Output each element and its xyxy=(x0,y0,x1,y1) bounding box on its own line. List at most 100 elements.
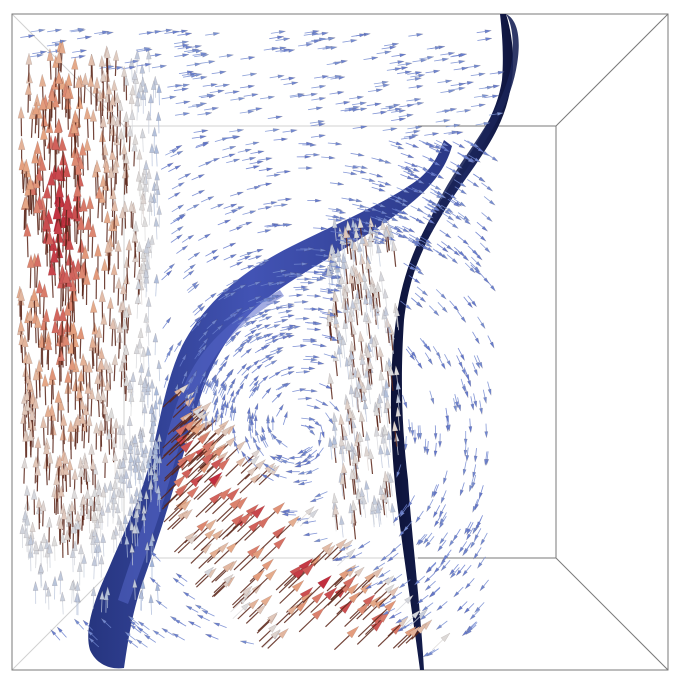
velocity-glyph-shaft xyxy=(125,177,128,194)
velocity-glyph-head xyxy=(266,332,274,338)
velocity-glyph-head xyxy=(279,46,288,51)
velocity-glyph-head xyxy=(180,439,195,454)
velocity-glyph-head xyxy=(440,564,447,572)
velocity-glyph-head xyxy=(101,257,109,271)
velocity-glyph-head xyxy=(356,488,363,500)
velocity-glyph-head xyxy=(197,431,210,445)
velocity-glyph-head xyxy=(497,70,506,75)
velocity-glyph-shaft xyxy=(241,337,249,344)
velocity-glyph-head xyxy=(176,150,184,156)
velocity-glyph-shaft xyxy=(267,466,275,471)
velocity-glyph-shaft xyxy=(179,359,184,367)
velocity-glyph-shaft xyxy=(191,325,198,332)
velocity-glyph-shaft xyxy=(376,436,379,451)
velocity-glyph-shaft xyxy=(378,593,392,606)
velocity-glyph-shaft xyxy=(271,282,280,285)
velocity-glyph-head xyxy=(129,493,135,504)
velocity-glyph-head xyxy=(47,260,57,276)
velocity-glyph-head xyxy=(383,305,389,316)
velocity-glyph-head xyxy=(448,569,455,576)
velocity-glyph-head xyxy=(448,539,455,548)
velocity-glyph-shaft xyxy=(256,621,270,634)
velocity-glyph-head xyxy=(416,33,424,37)
velocity-glyph-shaft xyxy=(93,565,95,580)
velocity-glyph-head xyxy=(335,141,343,146)
velocity-glyph-shaft xyxy=(79,338,82,359)
velocity-glyph-shaft xyxy=(242,158,250,161)
velocity-glyph-shaft xyxy=(437,302,444,309)
velocity-glyph-head xyxy=(153,216,160,227)
velocity-glyph-shaft xyxy=(376,415,379,431)
velocity-glyph-shaft xyxy=(239,253,248,257)
velocity-glyph-head xyxy=(466,81,475,85)
velocity-glyph-shaft xyxy=(184,440,201,457)
velocity-glyph-head xyxy=(176,225,185,232)
velocity-glyph-head xyxy=(245,347,253,354)
velocity-glyph-head xyxy=(194,316,201,323)
velocity-glyph-shaft xyxy=(195,501,213,518)
velocity-glyph-shaft xyxy=(54,179,57,203)
velocity-glyph-shaft xyxy=(423,170,432,175)
velocity-glyph-head xyxy=(382,288,389,299)
velocity-glyph-shaft xyxy=(71,589,73,604)
velocity-glyph-head xyxy=(200,542,213,554)
velocity-glyph-shaft xyxy=(469,261,476,268)
velocity-glyph-shaft xyxy=(102,126,104,145)
velocity-glyph-head xyxy=(339,473,346,485)
velocity-glyph-shaft xyxy=(261,392,268,399)
velocity-glyph-head xyxy=(489,341,495,349)
velocity-glyph-shaft xyxy=(225,447,239,461)
velocity-glyph-head xyxy=(438,441,442,449)
velocity-glyph-shaft xyxy=(246,441,251,450)
velocity-glyph-head xyxy=(280,269,288,274)
velocity-glyph-head xyxy=(71,56,79,70)
velocity-glyph-head xyxy=(201,451,216,466)
velocity-glyph-shaft xyxy=(318,447,324,455)
velocity-glyph-shaft xyxy=(212,394,216,403)
velocity-glyph-head xyxy=(210,292,218,299)
velocity-glyph-head xyxy=(332,411,338,423)
velocity-glyph-head xyxy=(268,622,279,633)
velocity-glyph-head xyxy=(359,233,366,245)
velocity-glyph-shaft xyxy=(92,641,100,648)
velocity-glyph-shaft xyxy=(232,596,245,609)
velocity-glyph-head xyxy=(152,332,159,343)
velocity-glyph-head xyxy=(211,528,224,541)
velocity-glyph-head xyxy=(446,424,451,432)
velocity-glyph-head xyxy=(71,467,79,480)
velocity-glyph-shaft xyxy=(477,316,483,324)
velocity-glyph-head xyxy=(433,450,438,458)
velocity-glyph-head xyxy=(472,481,476,490)
front-isosurface-highlight xyxy=(118,290,284,604)
velocity-glyph-shaft xyxy=(350,283,354,300)
velocity-glyph-head xyxy=(132,220,139,232)
velocity-glyph-shaft xyxy=(251,424,253,433)
velocity-glyph-shaft xyxy=(134,241,137,258)
velocity-glyph-head xyxy=(228,153,237,158)
velocity-glyph-shaft xyxy=(443,132,453,134)
velocity-glyph-shaft xyxy=(160,165,169,170)
velocity-glyph-head xyxy=(184,392,189,400)
velocity-glyph-head xyxy=(127,505,133,516)
velocity-glyph-head xyxy=(305,469,313,475)
velocity-glyph-head xyxy=(304,277,312,281)
velocity-glyph-shaft xyxy=(405,436,407,445)
velocity-glyph-head xyxy=(112,450,118,462)
velocity-glyph-shaft xyxy=(453,567,460,574)
velocity-glyph-shaft xyxy=(381,281,384,296)
velocity-glyph-head xyxy=(473,400,478,409)
velocity-glyph-shaft xyxy=(353,510,357,526)
velocity-glyph-shaft xyxy=(289,275,298,277)
velocity-glyph-shaft xyxy=(171,516,185,530)
velocity-glyph-shaft xyxy=(280,78,290,81)
velocity-glyph-head xyxy=(397,145,405,150)
velocity-glyph-shaft xyxy=(374,209,382,213)
velocity-glyph-shaft xyxy=(334,591,350,607)
velocity-glyph-head xyxy=(157,394,163,405)
velocity-glyph-shaft xyxy=(239,480,253,494)
velocity-glyph-shaft xyxy=(41,170,45,193)
velocity-glyph-shaft xyxy=(169,147,177,152)
velocity-glyph-head xyxy=(338,75,346,80)
velocity-glyph-shaft xyxy=(362,243,365,258)
velocity-glyph-head xyxy=(100,532,107,544)
